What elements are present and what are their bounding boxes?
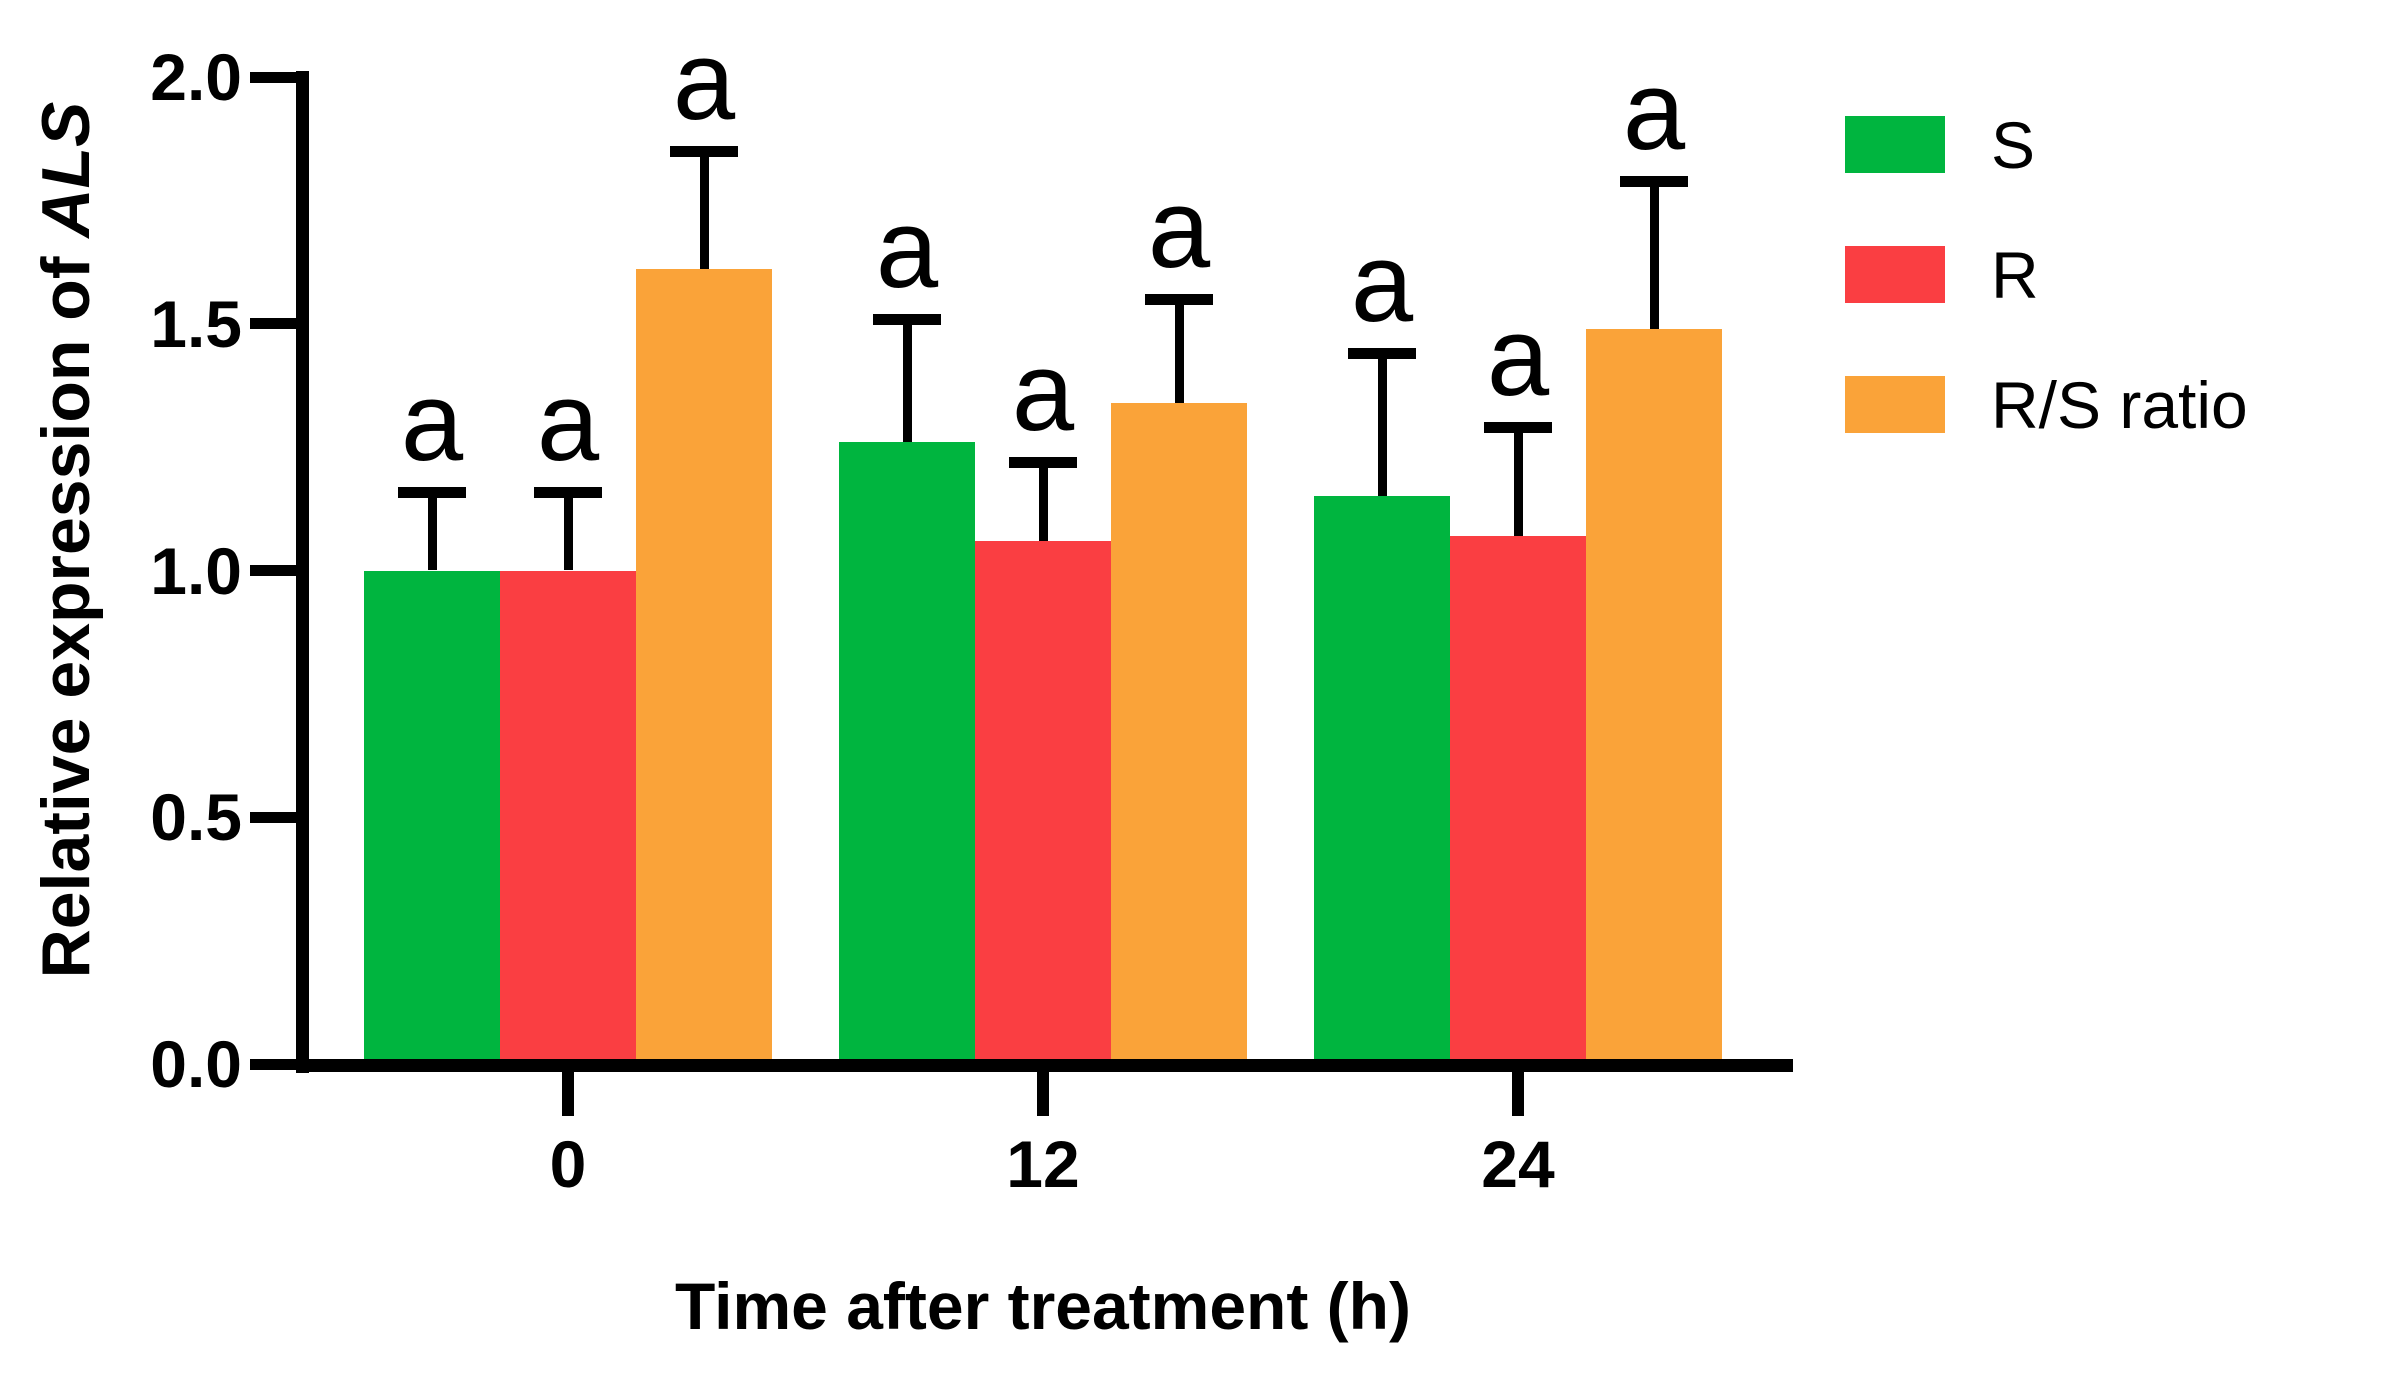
sig-label-r-12h: a — [1011, 328, 1075, 454]
legend-item-s: S — [1845, 108, 2248, 182]
x-tick-24h — [1512, 1072, 1524, 1116]
y-tick-0.0 — [250, 1058, 296, 1070]
legend-swatch-r-s-ratio — [1845, 376, 1945, 433]
legend-item-r: R — [1845, 238, 2248, 312]
x-axis-title: Time after treatment (h) — [675, 1269, 1411, 1343]
error-cap-s-24h — [1348, 348, 1416, 360]
legend: S R R/S ratio — [1845, 108, 2248, 506]
error-stem-r-s-ratio-12h — [1174, 299, 1184, 403]
x-tick-0h — [562, 1072, 574, 1116]
bar-r-12h — [975, 540, 1111, 1064]
bar-r-s-ratio-24h — [1586, 328, 1722, 1064]
legend-label-r: R — [1991, 237, 2039, 312]
sig-label-r-s-ratio-12h: a — [1147, 166, 1211, 292]
error-cap-r-s-ratio-24h — [1620, 175, 1688, 187]
y-tick-label-2.0: 2.0 — [150, 40, 242, 114]
error-cap-s-0h — [398, 486, 466, 498]
bar-s-0h — [364, 570, 500, 1064]
y-axis-title-gene-name: ALS — [28, 101, 104, 238]
error-cap-r-24h — [1484, 422, 1552, 434]
y-tick-1.0 — [250, 565, 296, 576]
error-stem-r-s-ratio-24h — [1649, 180, 1659, 329]
x-tick-12h — [1037, 1072, 1049, 1116]
sig-label-s-12h: a — [875, 185, 939, 311]
y-tick-1.5 — [250, 318, 296, 330]
sig-label-r-0h: a — [536, 358, 600, 484]
error-stem-s-24h — [1377, 353, 1387, 497]
y-tick-label-0.5: 0.5 — [150, 780, 242, 855]
y-axis-title-text: Relative expression of — [28, 237, 104, 979]
error-cap-r-s-ratio-12h — [1145, 294, 1213, 306]
legend-label-s: S — [1991, 107, 2036, 182]
sig-label-r-s-ratio-0h: a — [672, 18, 736, 144]
y-axis-line — [296, 71, 309, 1073]
y-tick-label-1.5: 1.5 — [150, 286, 242, 361]
legend-item-r-s-ratio: R/S ratio — [1845, 368, 2248, 442]
sig-label-r-s-ratio-24h: a — [1622, 47, 1686, 173]
x-tick-label-0h: 0 — [549, 1127, 587, 1201]
error-stem-r-0h — [563, 491, 573, 571]
bar-s-24h — [1314, 496, 1450, 1064]
bar-r-24h — [1450, 535, 1586, 1064]
error-stem-r-12h — [1038, 461, 1048, 541]
error-cap-r-12h — [1009, 456, 1077, 468]
y-axis-title: Relative expression of ALS — [27, 102, 105, 979]
error-cap-s-12h — [873, 313, 941, 325]
bar-r-s-ratio-12h — [1111, 402, 1247, 1064]
bar-r-s-ratio-0h — [636, 269, 772, 1064]
error-stem-s-0h — [427, 491, 437, 571]
y-tick-2.0 — [250, 71, 296, 83]
legend-swatch-r — [1845, 246, 1945, 303]
sig-label-s-24h: a — [1350, 220, 1414, 346]
sig-label-r-24h: a — [1486, 294, 1550, 420]
error-stem-r-24h — [1513, 427, 1523, 536]
error-cap-r-0h — [534, 486, 602, 498]
x-axis-line — [296, 1059, 1793, 1072]
y-tick-0.5 — [250, 811, 296, 823]
error-stem-r-s-ratio-0h — [699, 151, 709, 270]
y-tick-label-0.0: 0.0 — [150, 1027, 242, 1101]
x-tick-label-24h: 24 — [1481, 1127, 1555, 1201]
legend-swatch-s — [1845, 116, 1945, 173]
error-stem-s-12h — [902, 318, 912, 443]
bar-s-12h — [839, 442, 975, 1064]
x-tick-label-12h: 12 — [1006, 1127, 1080, 1201]
bar-r-0h — [500, 570, 636, 1064]
sig-label-s-0h: a — [400, 358, 464, 484]
y-tick-label-1.0: 1.0 — [150, 533, 242, 608]
legend-label-r-s-ratio: R/S ratio — [1991, 367, 2248, 442]
error-cap-r-s-ratio-0h — [670, 146, 738, 158]
